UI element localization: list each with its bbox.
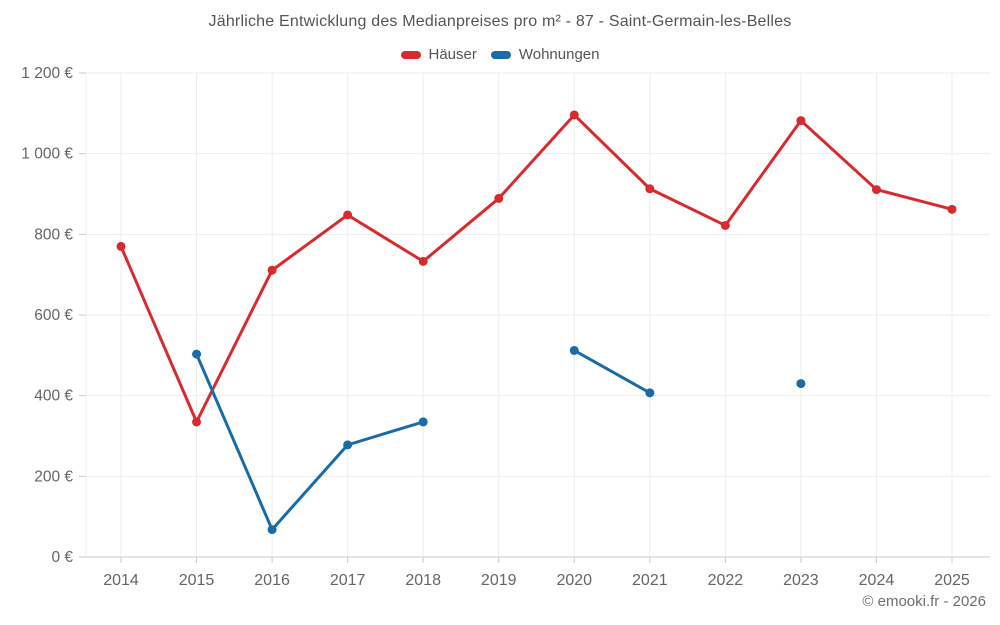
- x-tick-label: 2024: [859, 572, 895, 589]
- data-point-huser-2017[interactable]: [343, 210, 353, 220]
- x-tick-label: 2021: [632, 572, 668, 589]
- x-tick-label: 2020: [556, 572, 592, 589]
- data-point-huser-2024[interactable]: [871, 185, 881, 195]
- x-tick-label: 2018: [405, 572, 441, 589]
- data-point-huser-2025[interactable]: [947, 204, 957, 214]
- x-tick-label: 2014: [103, 572, 139, 589]
- data-point-huser-2021[interactable]: [645, 184, 655, 194]
- series-line-wohnungen: [572, 348, 652, 395]
- x-tick-label: 2025: [934, 572, 970, 589]
- haeuser-swatch-icon: [400, 50, 421, 59]
- series-line-huser: [119, 113, 954, 424]
- y-tick-label: 1 000 €: [21, 146, 73, 163]
- x-tick-label: 2016: [254, 572, 290, 589]
- data-point-huser-2018[interactable]: [418, 256, 428, 266]
- y-tick-label: 600 €: [34, 307, 73, 324]
- legend: Häuser Wohnungen: [0, 46, 1000, 63]
- x-tick-label: 2022: [708, 572, 744, 589]
- series-line-wohnungen: [195, 352, 425, 532]
- legend-item-haeuser[interactable]: Häuser: [400, 46, 477, 63]
- legend-label-haeuser: Häuser: [428, 46, 477, 63]
- y-tick-label: 200 €: [34, 468, 73, 485]
- x-tick-label: 2015: [179, 572, 215, 589]
- data-point-wohnungen-2017[interactable]: [343, 440, 353, 450]
- data-point-wohnungen-2020[interactable]: [569, 345, 579, 355]
- data-point-wohnungen-2023[interactable]: [796, 379, 806, 389]
- data-point-wohnungen-2016[interactable]: [267, 525, 277, 535]
- x-tick-label: 2023: [783, 572, 819, 589]
- data-point-huser-2020[interactable]: [569, 110, 579, 120]
- y-tick-label: 0 €: [51, 549, 73, 566]
- data-point-huser-2015[interactable]: [192, 417, 202, 427]
- y-tick-label: 800 €: [34, 226, 73, 243]
- data-point-huser-2014[interactable]: [116, 241, 126, 251]
- data-point-huser-2023[interactable]: [796, 116, 806, 126]
- data-point-huser-2016[interactable]: [267, 265, 277, 275]
- data-point-wohnungen-2018[interactable]: [418, 417, 428, 427]
- legend-label-wohnungen: Wohnungen: [518, 46, 600, 63]
- y-tick-label: 1 200 €: [21, 65, 73, 82]
- data-point-wohnungen-2021[interactable]: [645, 388, 655, 398]
- wohnungen-swatch-icon: [490, 50, 511, 59]
- copyright-footer: © emooki.fr - 2026: [862, 593, 986, 610]
- x-tick-label: 2019: [481, 572, 517, 589]
- data-point-wohnungen-2015[interactable]: [192, 349, 202, 359]
- data-point-huser-2019[interactable]: [494, 193, 504, 203]
- chart-title: Jährliche Entwicklung des Medianpreises …: [208, 13, 792, 30]
- y-tick-label: 400 €: [34, 388, 73, 405]
- x-tick-label: 2017: [330, 572, 366, 589]
- legend-item-wohnungen[interactable]: Wohnungen: [490, 46, 600, 63]
- data-point-huser-2022[interactable]: [720, 220, 730, 230]
